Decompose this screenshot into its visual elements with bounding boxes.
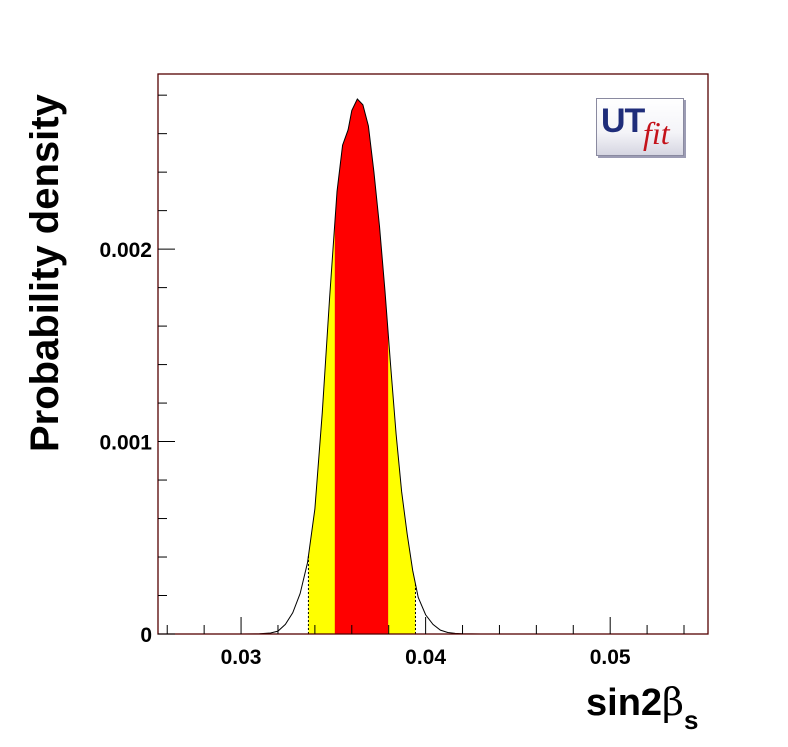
x-axis-label-sub: s xyxy=(684,705,698,735)
utfit-logo: UT fit xyxy=(596,98,684,156)
x-axis-label-main: sin2 xyxy=(586,682,662,724)
logo-fit-text: fit xyxy=(643,115,670,151)
x-tick-label: 0.03 xyxy=(221,646,262,669)
interval-fill-1 xyxy=(334,99,389,634)
tick-labels: 0.03 0.04 0.05 0 0.001 0.002 xyxy=(99,239,630,669)
x-axis-label: sin2βs xyxy=(586,680,698,735)
x-tick-label: 0.04 xyxy=(405,646,446,669)
density-curve xyxy=(241,98,481,635)
x-axis-label-greek: β xyxy=(662,680,684,724)
y-tick-label: 0.002 xyxy=(99,239,152,262)
plot-frame xyxy=(157,73,709,635)
interval-edges xyxy=(307,556,416,634)
x-tick-label: 0.05 xyxy=(590,646,631,669)
logo-ut-text: UT xyxy=(601,102,645,140)
interval-fills xyxy=(308,99,416,634)
y-axis-label: Probability density xyxy=(23,93,67,452)
axis-ticks xyxy=(158,94,685,635)
y-tick-label: 0.001 xyxy=(99,432,152,455)
y-tick-label: 0 xyxy=(140,624,152,647)
